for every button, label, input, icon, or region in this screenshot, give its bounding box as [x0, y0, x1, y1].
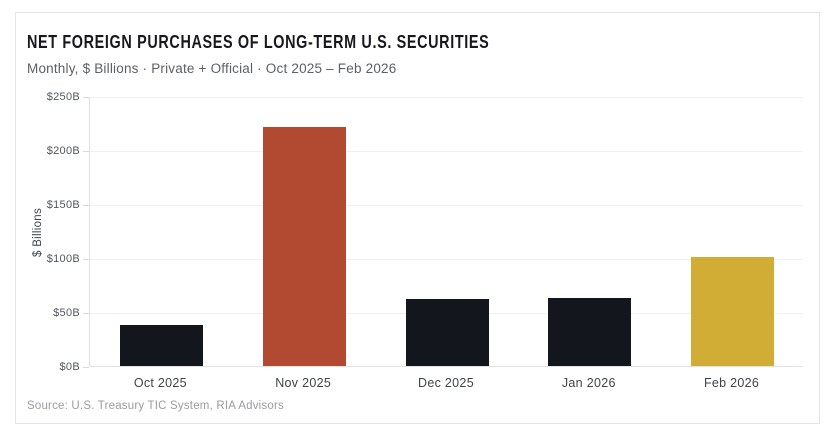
bar-feb-2026: [691, 256, 775, 366]
gridline--100b: [90, 259, 803, 260]
chart-subtitle: Monthly, $ Billions · Private + Official…: [27, 61, 397, 76]
y-tick-mark: [83, 313, 89, 314]
gridline--250b: [90, 97, 803, 98]
plot-area: [83, 97, 803, 368]
x-axis-label-jan-2026: Jan 2026: [561, 376, 616, 390]
y-tick-label--150b: $150B: [46, 199, 80, 211]
bar-oct-2025: [119, 324, 203, 366]
y-tick-label--200b: $200B: [46, 145, 80, 157]
y-tick-mark: [83, 259, 89, 260]
y-tick-label--100b: $100B: [46, 253, 80, 265]
source-caption: Source: U.S. Treasury TIC System, RIA Ad…: [27, 400, 284, 412]
y-tick-mark: [83, 205, 89, 206]
x-axis-label-feb-2026: Feb 2026: [703, 376, 760, 390]
y-tick-label--250b: $250B: [46, 91, 80, 103]
bar-nov-2025: [262, 127, 346, 366]
y-tick-mark: [83, 367, 89, 368]
chart-title: NET FOREIGN PURCHASES OF LONG-TERM U.S. …: [27, 32, 490, 52]
y-tick-mark: [83, 151, 89, 152]
y-tick-label--50b: $50B: [53, 307, 80, 319]
x-axis-label-nov-2025: Nov 2025: [275, 376, 332, 390]
bar-dec-2025: [405, 299, 489, 366]
x-axis-label-dec-2025: Dec 2025: [418, 376, 474, 390]
y-tick-label--0b: $0B: [59, 361, 80, 373]
gridline--150b: [90, 205, 803, 206]
y-tick-mark: [83, 97, 89, 98]
chart-card: NET FOREIGN PURCHASES OF LONG-TERM U.S. …: [15, 12, 820, 424]
gridline--200b: [90, 151, 803, 152]
bar-chart: $ Billions $0B $50B $100B $150B $200B $250B O…: [16, 13, 819, 423]
bar-jan-2026: [548, 297, 632, 366]
x-axis-label-oct-2025: Oct 2025: [133, 376, 187, 390]
y-axis-title: $ Billions: [32, 207, 44, 257]
